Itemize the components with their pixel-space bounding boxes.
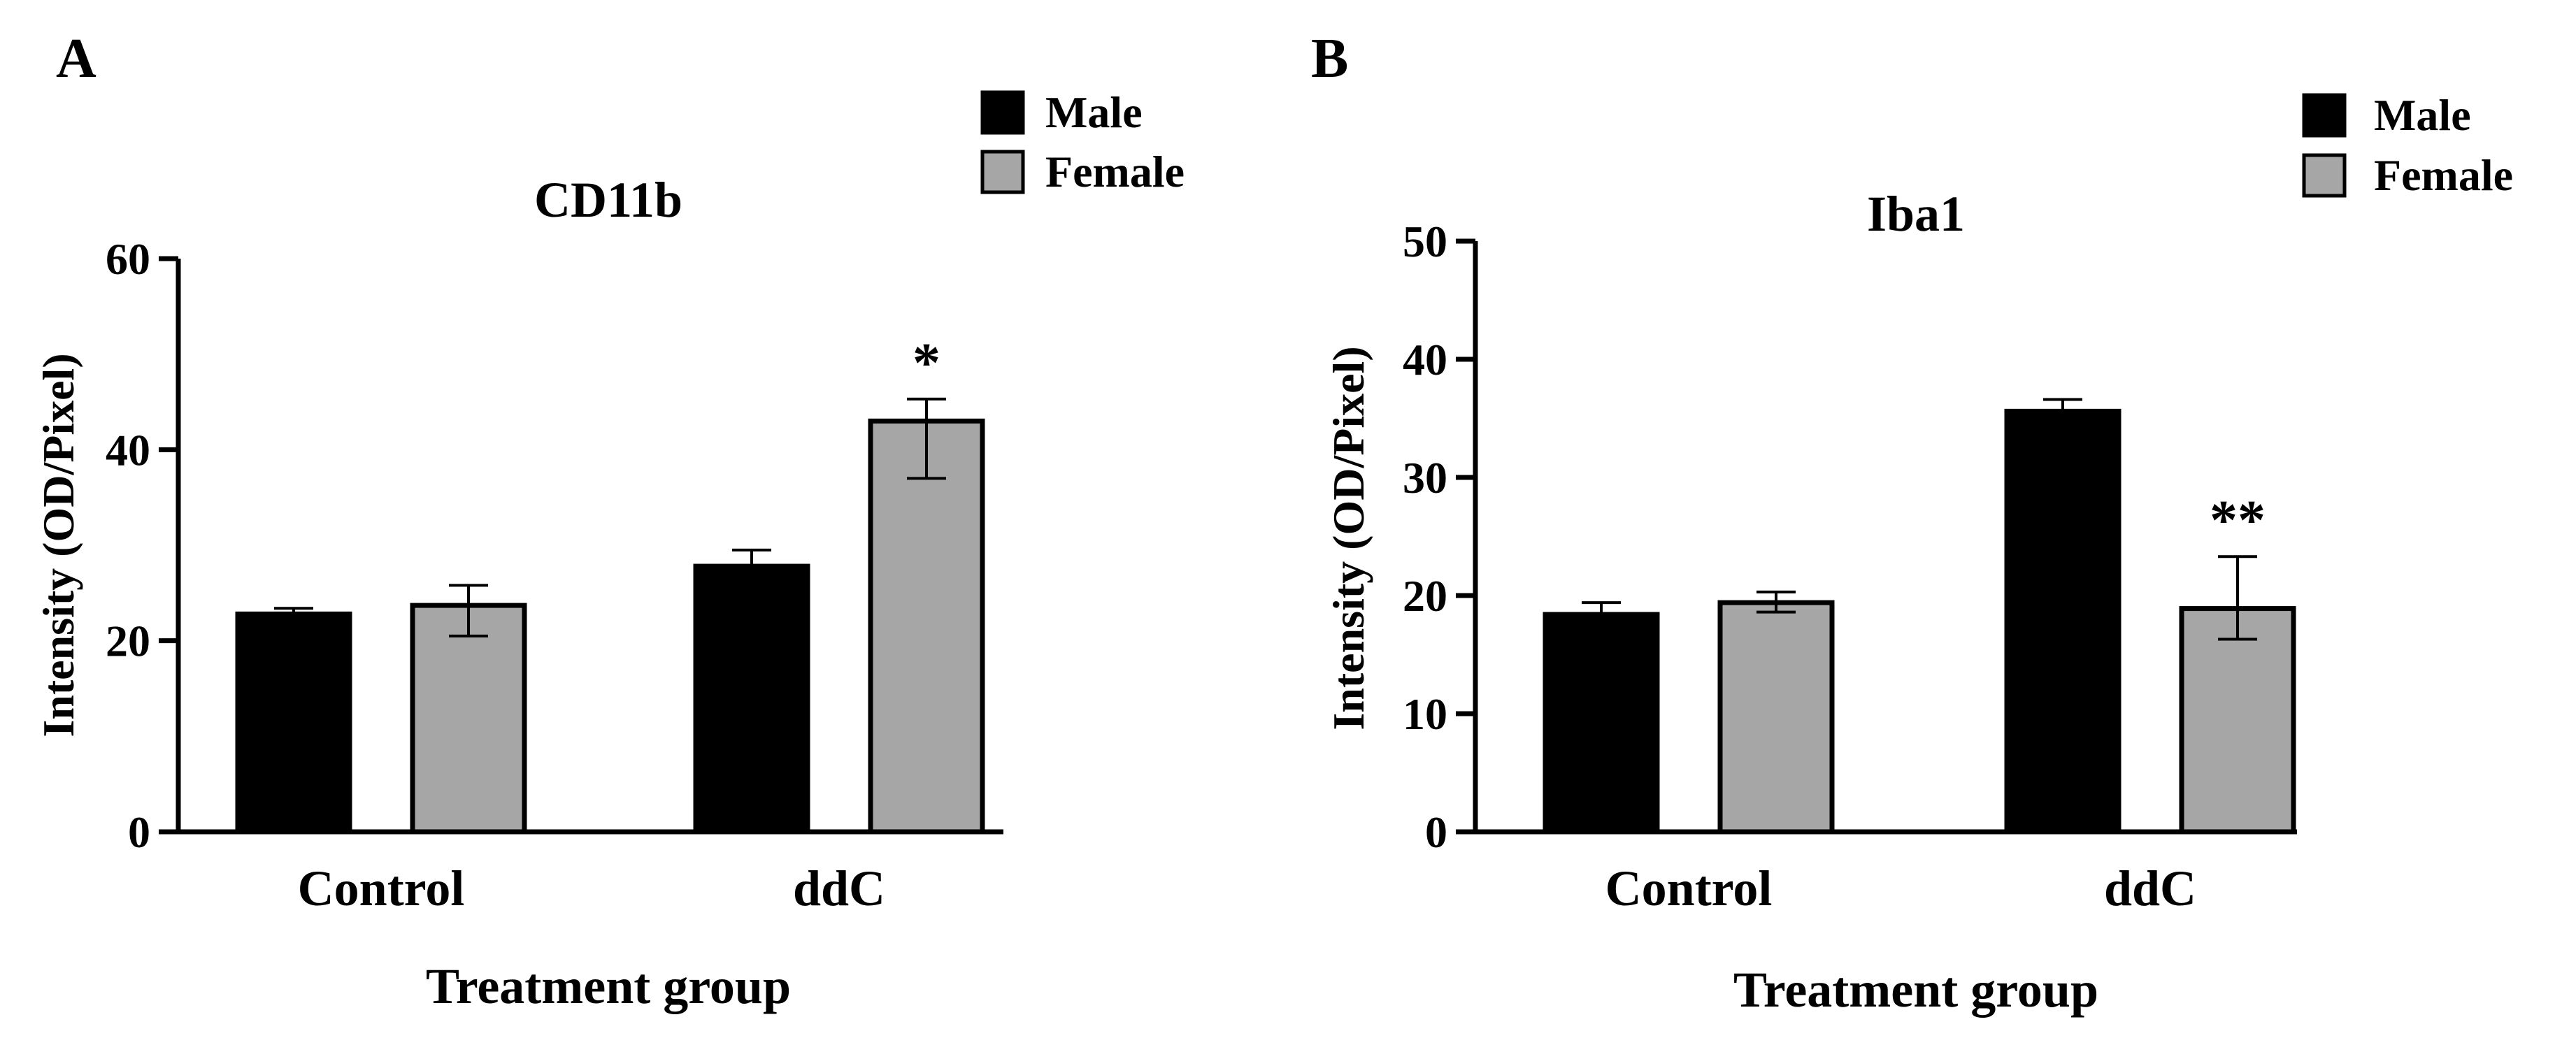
x-axis-label-b: Treatment group (1733, 962, 2098, 1018)
panel-label-b: B (1311, 28, 1348, 89)
y-tick-label-b-3: 30 (1403, 453, 1447, 503)
bar-a-control-female (410, 603, 527, 835)
legend-b: Male Female (2302, 90, 2513, 200)
x-axis-b: Control ddC (1605, 860, 2196, 916)
y-tick-label-b-1: 10 (1403, 689, 1447, 739)
chart-title-b: Iba1 (1867, 186, 1965, 242)
panel-b: B Iba1 Intensity (OD/Pixel) Treatment gr… (1311, 28, 2513, 1018)
legend-label-male-b: Male (2374, 90, 2471, 140)
x-tick-label-a-ddc: ddC (793, 860, 885, 916)
y-axis-label-a: Intensity (OD/Pixel) (34, 353, 83, 737)
legend-swatch-male-a (980, 90, 1025, 135)
bar-a-ddc-male (693, 563, 810, 835)
y-tick-label-b-5: 50 (1403, 217, 1447, 266)
x-tick-label-b-ddc: ddC (2104, 860, 2196, 916)
legend-label-female-a: Female (1045, 147, 1185, 196)
legend-label-male-a: Male (1045, 87, 1143, 137)
bar-b-control-male (1543, 612, 1660, 835)
panel-label-a: A (56, 28, 96, 89)
y-axis-b: 0 10 20 30 40 50 (1403, 217, 1447, 857)
x-axis-a: Control ddC (298, 860, 885, 916)
significance-marker-b: ** (2210, 490, 2266, 552)
y-tick-label-b-2: 20 (1403, 571, 1447, 621)
legend-a: Male Female (980, 87, 1185, 196)
bar-b-control-female (1717, 600, 1835, 835)
chart-title-a: CD11b (534, 172, 682, 228)
legend-label-female-b: Female (2374, 150, 2513, 200)
y-tick-label-a-3: 60 (106, 234, 150, 284)
legend-swatch-female-a (980, 150, 1025, 194)
legend-swatch-male-b (2302, 93, 2347, 138)
y-tick-label-b-4: 40 (1403, 335, 1447, 384)
y-tick-label-a-1: 20 (106, 617, 150, 666)
panel-a: A CD11b Intensity (OD/Pixel) Treatment g… (34, 28, 1185, 1014)
bar-b-ddc-male (2004, 408, 2121, 835)
y-tick-label-a-0: 0 (128, 807, 150, 857)
y-axis-a: 0 20 40 60 (106, 234, 150, 857)
x-tick-label-a-control: Control (298, 860, 465, 916)
legend-swatch-female-b (2302, 153, 2347, 198)
x-tick-label-b-control: Control (1605, 860, 1773, 916)
x-axis-label-a: Treatment group (426, 958, 791, 1014)
bar-a-control-male (235, 611, 352, 835)
significance-marker-a: * (913, 333, 940, 394)
y-axis-label-b: Intensity (OD/Pixel) (1324, 346, 1373, 730)
bar-a-ddc-female (868, 418, 985, 835)
y-tick-label-a-2: 40 (106, 425, 150, 475)
y-tick-label-b-0: 0 (1425, 807, 1447, 857)
bar-b-ddc-female (2179, 606, 2296, 835)
